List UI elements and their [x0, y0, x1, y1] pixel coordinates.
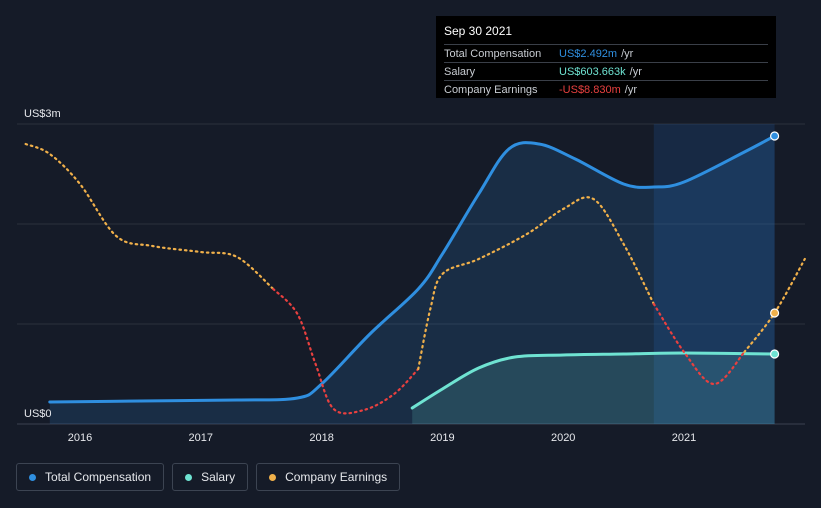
tooltip-label: Company Earnings — [444, 83, 538, 96]
tooltip: Sep 30 2021 Total Compensation US$2.492m… — [436, 16, 776, 98]
salary-line — [410, 351, 777, 410]
tooltip-date: Sep 30 2021 — [444, 24, 513, 38]
tooltip-row-company-earnings: Company Earnings -US$8.830m /yr — [444, 80, 768, 98]
y-axis-bottom-label: US$0 — [24, 408, 52, 420]
tooltip-label: Total Compensation — [444, 47, 542, 60]
tooltip-label: Salary — [444, 65, 476, 78]
series-lines — [24, 134, 806, 415]
tooltip-unit: /yr — [629, 65, 642, 78]
y-axis-top-label: US$3m — [24, 108, 61, 120]
legend-item-salary[interactable]: Salary — [172, 463, 249, 491]
total-compensation-area — [49, 136, 775, 424]
tooltip-unit: /yr — [624, 83, 637, 96]
company-earnings-line — [652, 302, 746, 386]
company-earnings-line — [24, 142, 275, 291]
x-tick-label: 2016 — [68, 432, 92, 444]
legend-label: Total Compensation — [45, 470, 152, 484]
series-areas — [49, 136, 775, 424]
legend-label: Company Earnings — [285, 470, 388, 484]
tooltip-unit: /yr — [621, 47, 634, 60]
x-tick-label: 2021 — [672, 432, 696, 444]
x-tick-label: 2019 — [430, 432, 454, 444]
legend-dot-icon — [269, 473, 277, 481]
total-compensation-line — [48, 134, 777, 404]
axes: US$3m US$0 2016 2017 2018 2019 2020 2021 — [24, 108, 696, 444]
highlight-band — [653, 124, 775, 424]
x-tick-label: 2018 — [309, 432, 333, 444]
legend: Total Compensation Salary Company Earnin… — [16, 463, 401, 491]
x-tick-label: 2017 — [189, 432, 213, 444]
total-compensation-marker — [769, 131, 780, 141]
company-earnings-line — [417, 196, 655, 371]
legend-label: Salary — [201, 470, 236, 484]
salary-marker — [769, 349, 780, 359]
x-tick-label: 2020 — [551, 432, 575, 444]
legend-item-total-compensation[interactable]: Total Compensation — [16, 463, 165, 491]
legend-dot-icon — [29, 473, 36, 481]
tooltip-value: -US$8.830m — [559, 83, 621, 96]
grid-lines — [17, 123, 805, 425]
legend-item-company-earnings[interactable]: Company Earnings — [256, 463, 401, 491]
tooltip-value: US$603.663k — [559, 65, 626, 78]
salary-area — [412, 353, 775, 424]
tooltip-value: US$2.492m — [559, 47, 618, 60]
company-earnings-line — [272, 287, 420, 415]
legend-dot-icon — [185, 473, 193, 481]
tooltip-row-salary: Salary US$603.663k /yr — [444, 62, 768, 80]
series-markers — [769, 131, 780, 359]
company-earnings-marker — [769, 308, 780, 318]
tooltip-row-total-compensation: Total Compensation US$2.492m /yr — [444, 44, 768, 62]
